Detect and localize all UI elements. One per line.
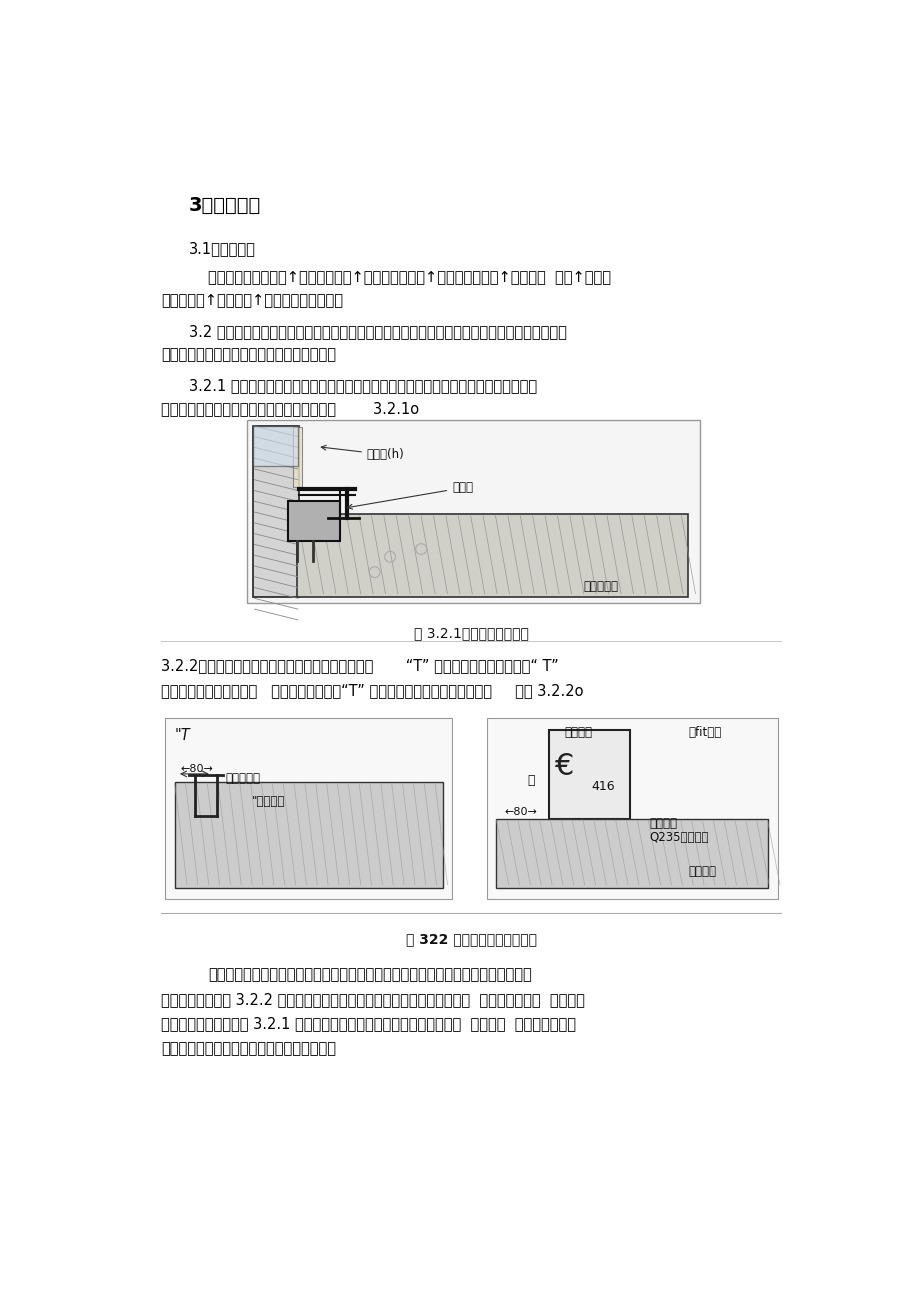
Text: "形槽埋件: "形槽埋件 bbox=[252, 795, 285, 808]
Text: 图 322 紧固件与埋件螺栓连接: 图 322 紧固件与埋件螺栓连接 bbox=[405, 933, 537, 946]
Text: €: € bbox=[554, 752, 574, 780]
Text: 形槽通过镇锌螺栓连接，   即把螺栓预先穿入“T” 形槽内，再与角锉连接件连接，     见图 3.2.2o: 形槽通过镇锌螺栓连接， 即把螺栓预先穿入“T” 形槽内，再与角锉连接件连接， 见… bbox=[162, 683, 584, 698]
Text: 防火棉(h): 防火棉(h) bbox=[321, 446, 404, 461]
Bar bbox=[549, 730, 630, 818]
Text: 416: 416 bbox=[591, 780, 615, 794]
Text: 固和安全程度。图 3.2.2 安装时将紧固鐵件在纵横两方向中心线进行对正，  初拧螺栓，校正  紧固件位: 固和安全程度。图 3.2.2 安装时将紧固鐵件在纵横两方向中心线进行对正， 初拧… bbox=[162, 992, 584, 1007]
Text: 混凝土楼板: 混凝土楼板 bbox=[225, 773, 260, 786]
Text: 3.2 安装各楼层紧固鐵件：主体结构施工时埋件预埋形式及紧固鐵件与埋件连接方法，均要按设: 3.2 安装各楼层紧固鐵件：主体结构施工时埋件预埋形式及紧固鐵件与埋件连接方法，… bbox=[188, 324, 566, 339]
Text: 3.1工艺流程：: 3.1工艺流程： bbox=[188, 241, 255, 257]
Text: 置后，再拧紧螺栓。图 3.2.1 紧固件安装时，也是先对正纵横中心线后，  再进行电  焼焼接，焼缝长: 置后，再拧紧螺栓。图 3.2.1 紧固件安装时，也是先对正纵横中心线后， 再进行… bbox=[162, 1016, 576, 1032]
Text: 长仇可隔: 长仇可隔 bbox=[564, 726, 592, 739]
Text: 牛fit铁件: 牛fit铁件 bbox=[687, 726, 721, 739]
Text: 图 3.2.1紧固件与预件焼接: 图 3.2.1紧固件与预件焼接 bbox=[414, 625, 528, 640]
Text: 3.2.2在主体结构的每层现浇混凝土楼板或梁内预埋       “T” 形槽埋件，角锉连接件与“ T”: 3.2.2在主体结构的每层现浇混凝土楼板或梁内预埋 “T” 形槽埋件，角锉连接件… bbox=[162, 658, 559, 674]
Bar bbox=[253, 426, 298, 466]
Bar bbox=[297, 515, 687, 597]
Bar bbox=[486, 718, 777, 899]
Bar bbox=[495, 818, 767, 887]
Text: "T: "T bbox=[175, 727, 190, 743]
Text: 氏孔可调: 氏孔可调 bbox=[687, 865, 716, 878]
Text: 度、高度及电焼条的质量均按结构焼缝要求。: 度、高度及电焼条的质量均按结构焼缝要求。 bbox=[162, 1041, 336, 1057]
Bar bbox=[165, 718, 451, 899]
Text: 紧固件的安装是玻璃幕墙安装过程中的主要环节，直接影响到幕墙与结构主体连接牢: 紧固件的安装是玻璃幕墙安装过程中的主要环节，直接影响到幕墙与结构主体连接牢 bbox=[208, 967, 531, 982]
Text: 找正时垫: 找正时垫 bbox=[649, 817, 677, 830]
Text: 安装各楼层紧固鐵件↑横紖龙骨装配↑安装紖向主龙骨↑安装横向次龙骨↑安装镇锌  钉板↑安装保: 安装各楼层紧固鐵件↑横紖龙骨装配↑安装紖向主龙骨↑安装横向次龙骨↑安装镇锌 钉板… bbox=[208, 270, 610, 285]
Text: 然后用螺栓（镇锌）再与紖向龙骨连接，见图        3.2.1o: 然后用螺栓（镇锌）再与紖向龙骨连接，见图 3.2.1o bbox=[162, 401, 419, 416]
Text: 温防火矿棉↑安装玻璃↑安盖板及装饰压条。: 温防火矿棉↑安装玻璃↑安盖板及装饰压条。 bbox=[162, 293, 343, 309]
Bar bbox=[293, 427, 301, 487]
Text: 预埋件: 预埋件 bbox=[347, 481, 472, 509]
Text: 计图纸要求进行操作，一般有以下两种方式：: 计图纸要求进行操作，一般有以下两种方式： bbox=[162, 348, 336, 362]
Text: ←80→: ←80→ bbox=[504, 807, 537, 817]
Text: ←80→: ←80→ bbox=[181, 765, 213, 774]
Bar bbox=[175, 782, 442, 887]
Text: Q235镀锌铁条: Q235镀锌铁条 bbox=[649, 831, 709, 844]
Text: 3.2.1 在主体结构的每层现浇混凝土楼板或梁内预埋鐵件，角锉连接件与预埋件焼接，: 3.2.1 在主体结构的每层现浇混凝土楼板或梁内预埋鐵件，角锉连接件与预埋件焼接… bbox=[188, 378, 536, 394]
Bar bbox=[246, 420, 699, 603]
Bar bbox=[288, 500, 339, 541]
Bar bbox=[253, 426, 299, 597]
Text: 3、操作工艺: 3、操作工艺 bbox=[188, 197, 261, 215]
Text: 固: 固 bbox=[527, 774, 534, 787]
Text: 混凝土楼板: 混凝土楼板 bbox=[584, 580, 618, 593]
